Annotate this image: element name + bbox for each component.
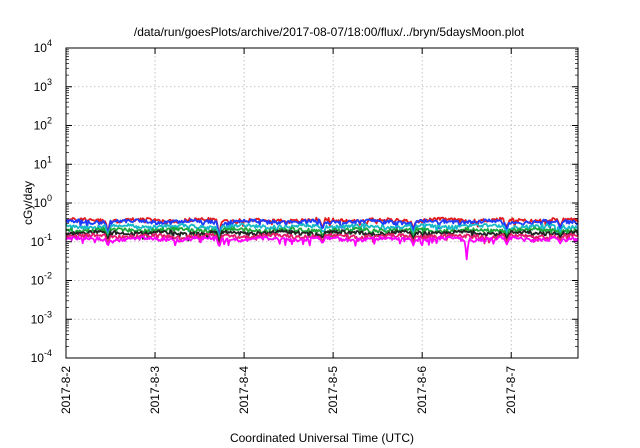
chart-title: /data/run/goesPlots/archive/2017-08-07/1…: [134, 25, 525, 39]
x-tick-label: 2017-8-7: [504, 366, 518, 414]
x-tick-label: 2017-8-6: [415, 366, 429, 414]
y-axis-label: cGy/day: [21, 181, 35, 225]
series-line: [65, 235, 579, 261]
y-tick-label: 10-2: [31, 271, 52, 288]
y-tick-label: 101: [34, 154, 52, 171]
y-tick-label: 103: [34, 77, 52, 94]
y-tick-label: 10-3: [31, 309, 52, 326]
plot-series: [65, 216, 579, 261]
y-tick-label: 104: [34, 38, 52, 55]
series-line: [65, 229, 579, 244]
x-axis: 2017-8-2 2017-8-3 2017-8-4 2017-8-5 2017-8-6…: [59, 48, 518, 414]
x-tick-label: 2017-8-5: [326, 366, 340, 414]
x-tick-label: 2017-8-4: [237, 366, 251, 414]
x-tick-label: 2017-8-2: [59, 366, 73, 414]
y-tick-label: 10-4: [31, 348, 52, 365]
x-axis-label: Coordinated Universal Time (UTC): [230, 431, 414, 445]
y-tick-label: 10-1: [31, 232, 52, 249]
grid: [66, 48, 578, 358]
x-tick-label: 2017-8-3: [148, 366, 162, 414]
y-tick-label: 102: [34, 116, 52, 133]
y-tick-label: 100: [34, 193, 52, 210]
series-line: [65, 218, 579, 238]
series-line: [65, 222, 579, 239]
y-axis: 10-4 10-3 10-2 10-1 100 101 102 103 104: [31, 38, 578, 365]
